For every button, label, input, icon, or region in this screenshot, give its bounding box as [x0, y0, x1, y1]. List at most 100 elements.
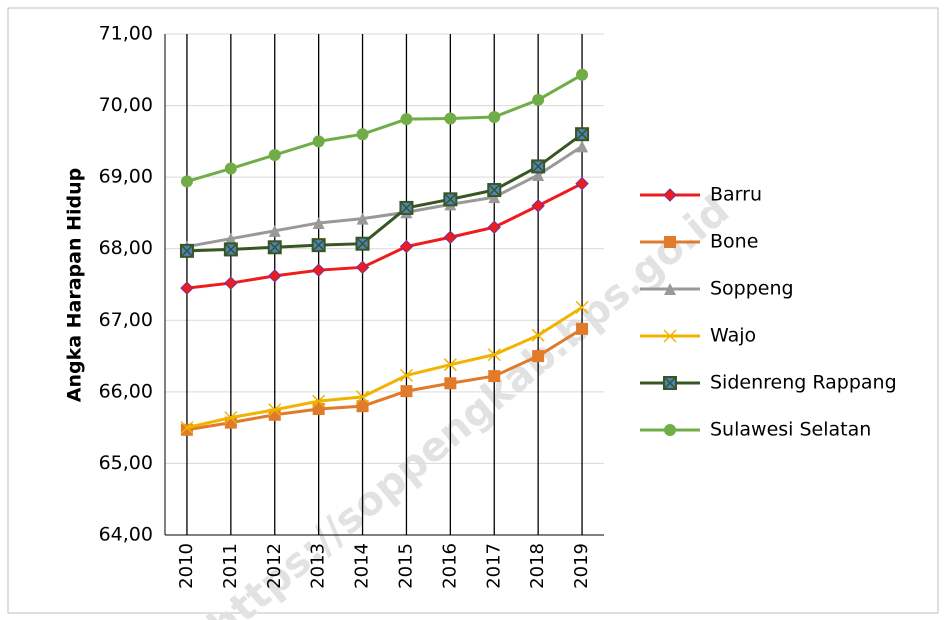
data-point: [400, 385, 413, 398]
marker-shape: [663, 329, 677, 343]
legend-label: Bone: [710, 231, 758, 253]
legend-marker: [663, 376, 677, 390]
marker-shape: [531, 328, 545, 342]
series-line: [186, 182, 583, 290]
marker-shape: [664, 236, 676, 248]
data-point: [576, 140, 589, 153]
marker-shape: [268, 224, 281, 237]
data-point: [488, 111, 501, 124]
marker-shape: [532, 168, 545, 181]
data-point: [312, 394, 326, 408]
data-point: [268, 148, 281, 161]
marker-shape: [356, 212, 369, 225]
data-point: [576, 68, 589, 81]
marker-shape: [576, 140, 589, 153]
y-tick-label: 66,00: [99, 380, 153, 402]
legend-label: Soppeng: [710, 278, 794, 300]
data-point: [399, 368, 413, 382]
marker-shape: [488, 370, 501, 383]
legend-label: Wajo: [710, 325, 756, 347]
y-tick-label: 70,00: [99, 94, 153, 116]
marker-shape: [488, 191, 501, 204]
marker-shape: [180, 175, 193, 188]
marker-shape: [532, 93, 545, 106]
x-tick-label: 2017: [483, 543, 504, 589]
data-point: [487, 348, 501, 362]
data-point: [531, 328, 545, 342]
marker-shape: [443, 230, 458, 244]
marker-shape: [532, 350, 545, 363]
x-tick-label: 2018: [527, 543, 548, 589]
data-point: [356, 128, 369, 141]
x-tick-label: 2013: [308, 543, 329, 589]
x-tick-label: 2011: [220, 543, 241, 589]
data-point: [444, 112, 457, 125]
y-tick-label: 69,00: [99, 166, 153, 188]
data-point: [488, 191, 501, 204]
marker-shape: [312, 403, 325, 416]
data-point: [356, 212, 369, 225]
data-point: [311, 238, 326, 253]
marker-shape: [664, 283, 676, 295]
data-point: [575, 176, 589, 191]
data-point: [355, 260, 370, 275]
data-point: [487, 220, 501, 234]
data-point: [223, 242, 238, 257]
legend-marker: [664, 236, 676, 248]
y-tick-label: 64,00: [99, 524, 153, 546]
series-line: [186, 73, 583, 183]
data-point: [312, 403, 325, 416]
marker-shape: [312, 216, 325, 229]
marker-shape: [664, 424, 676, 436]
marker-shape: [663, 188, 677, 202]
legend-label: Sulawesi Selatan: [710, 419, 871, 441]
data-point: [180, 281, 194, 295]
marker-shape: [180, 281, 194, 295]
data-point: [312, 216, 325, 229]
marker-shape: [575, 300, 589, 314]
data-point: [355, 236, 370, 251]
data-point: [444, 377, 457, 390]
marker-shape: [224, 232, 237, 245]
marker-shape: [663, 376, 677, 390]
marker-shape: [224, 242, 238, 256]
data-point: [400, 113, 413, 126]
legend-label: Barru: [710, 184, 762, 206]
marker-shape: [400, 113, 413, 126]
marker-shape: [399, 201, 413, 215]
series-line: [186, 145, 583, 249]
data-point: [180, 421, 194, 435]
y-tick-label: 65,00: [99, 452, 153, 474]
marker-shape: [356, 128, 369, 141]
marker-shape: [531, 159, 545, 173]
marker-shape: [576, 68, 589, 81]
x-tick-label: 2014: [352, 543, 373, 589]
x-tick-label: 2015: [395, 543, 416, 589]
data-point: [443, 192, 458, 207]
marker-shape: [312, 238, 326, 252]
marker-shape: [224, 162, 237, 175]
x-tick-label: 2016: [439, 543, 460, 589]
data-point: [399, 239, 414, 254]
marker-shape: [575, 176, 589, 191]
marker-shape: [312, 135, 325, 148]
marker-shape: [443, 192, 457, 206]
y-tick-label: 71,00: [99, 23, 153, 45]
data-point: [488, 370, 501, 383]
marker-shape: [356, 400, 369, 413]
data-point: [356, 400, 369, 413]
data-point: [356, 390, 370, 404]
marker-shape: [531, 199, 545, 213]
marker-shape: [268, 148, 281, 161]
marker-shape: [575, 127, 589, 141]
legend-marker: [663, 188, 677, 202]
marker-shape: [355, 260, 370, 275]
marker-shape: [268, 240, 282, 254]
data-point: [268, 403, 282, 417]
marker-shape: [399, 239, 414, 254]
data-point: [267, 240, 282, 255]
chart-frame: [7, 7, 939, 614]
data-point: [312, 135, 325, 148]
data-point: [224, 162, 237, 175]
